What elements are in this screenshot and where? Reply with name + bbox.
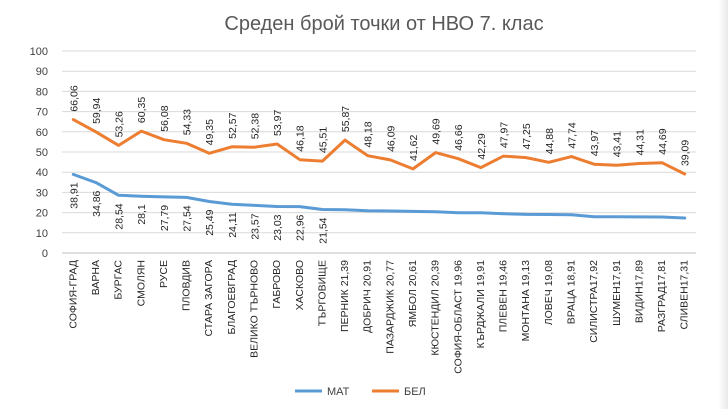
data-label-bel: 54,33 [182,109,194,135]
data-label-bel: 46,09 [385,125,397,151]
data-label-bel: 43,41 [612,131,624,157]
data-label-mat: 27,79 [159,205,171,231]
x-tick-label: СТАРА ЗАГОРА [203,260,215,336]
x-tick-label: СЛИВЕН17,31 [679,260,691,330]
x-tick-label: ПЛЕВЕН 19,46 [498,260,510,332]
x-tick-label: ВИДИН17,89 [633,260,645,323]
y-tick-label: 80 [36,86,48,98]
y-tick-label: 40 [36,167,48,179]
x-tick-label: БУРГАС [113,260,125,300]
data-label-bel: 46,18 [295,125,307,151]
data-label-bel: 44,69 [657,128,669,154]
data-label-mat: 24,11 [227,212,239,238]
data-label-bel: 46,66 [453,124,465,150]
chart-title: Среден брой точки от НВО 7. клас [224,13,543,35]
data-label-bel: 49,69 [431,118,443,144]
data-label-mat: 34,86 [91,190,103,216]
data-label-mat: 21,54 [317,217,329,243]
data-label-bel: 45,51 [317,127,329,153]
series-lines [71,118,687,220]
x-tick-label: ЛОВЕЧ 19,08 [543,260,555,325]
x-tick-label: ПЕРНИК 21,39 [339,260,351,332]
data-label-bel: 44,31 [634,129,646,155]
x-tick-label: КЮСТЕНДИЛ 20,39 [430,260,442,356]
x-tick-label: СОФИЯ-ГРАД [67,260,79,329]
legend-label-bel: БЕЛ [404,386,426,398]
data-label-bel: 53,26 [114,111,126,137]
data-label-mat: 23,03 [272,214,284,240]
data-labels: 38,91 34,86 28,54 28,1 27,79 27,54 25,49 24,11 2… [68,85,691,244]
x-tick-label: ПАЗАРДЖИК 20,77 [384,260,396,354]
data-label-mat: 23,57 [249,213,261,239]
x-axis: СОФИЯ-ГРАД ВАРНА БУРГАС СМОЛЯН РУСЕ ПЛОВДИВ СТ… [67,260,690,374]
data-label-mat: 27,54 [182,205,194,231]
y-tick-label: 20 [36,208,48,220]
data-label-bel: 53,97 [272,110,284,136]
x-tick-label: СИЛИСТРА17,92 [588,260,600,343]
x-tick-label: ПЛОВДИВ [181,260,193,311]
y-tick-label: 30 [36,187,48,199]
x-tick-label: ЯМБОЛ 20,61 [407,260,419,327]
x-tick-label: ТЪРГОВИЩЕ [316,260,328,326]
y-tick-label: 100 [30,46,48,58]
data-label-bel: 52,57 [227,112,239,138]
data-label-bel: 56,08 [159,105,171,131]
data-label-bel: 55,87 [340,106,352,132]
y-tick-label: 90 [36,66,48,78]
x-tick-label: ДОБРИЧ 20,91 [362,260,374,333]
x-tick-label: МОНТАНА 19,13 [520,260,532,342]
data-label-bel: 59,94 [91,97,103,123]
x-tick-label: ШУМЕН17,91 [611,260,623,326]
y-tick-label: 60 [36,127,48,139]
data-label-bel: 47,25 [521,123,533,149]
x-tick-label: ХАСКОВО [294,260,306,310]
legend-label-mat: МАТ [327,386,350,398]
data-label-bel: 44,88 [544,128,556,154]
x-tick-label: БЛАГОЕВГРАД [226,260,238,335]
data-label-bel: 41,62 [408,134,420,160]
y-tick-label: 70 [36,107,48,119]
data-label-bel: 49,35 [204,119,216,145]
data-label-bel: 39,09 [680,140,692,166]
x-tick-label: СМОЛЯН [135,260,147,306]
series-line-bel [71,118,687,176]
data-label-bel: 42,29 [476,133,488,159]
x-tick-label: РУСЕ [158,260,170,288]
window-edge [718,0,728,409]
x-tick-label: РАЗГРАД17,81 [656,260,668,332]
data-label-mat: 38,91 [68,182,80,208]
data-label-bel: 43,97 [589,130,601,156]
x-tick-label: ВАРНА [90,260,102,295]
legend: МАТ БЕЛ [295,386,426,398]
y-axis: 0 10 20 30 40 50 60 70 80 90 100 [30,46,48,260]
series-line-mat [71,172,687,220]
data-label-bel: 47,74 [566,122,578,148]
x-tick-label: ГАБРОВО [271,260,283,309]
x-tick-label: КЪРДЖАЛИ 19,91 [475,260,487,349]
y-tick-label: 50 [36,147,48,159]
x-tick-label: ВЕЛИКО ТЪРНОВО [248,260,260,358]
data-label-bel: 66,06 [68,85,80,111]
data-label-bel: 52,38 [249,113,261,139]
data-label-mat: 28,1 [136,204,148,225]
x-tick-label: ВРАЦА 18,91 [565,260,577,324]
y-tick-label: 0 [42,248,48,260]
gridlines [62,50,696,254]
x-tick-label: СОФИЯ-ОБЛАСТ 19,96 [452,260,464,374]
data-label-bel: 47,97 [499,122,511,148]
data-label-bel: 60,35 [136,97,148,123]
y-tick-label: 10 [36,228,48,240]
data-label-bel: 48,18 [363,121,375,147]
data-label-mat: 28,54 [114,203,126,229]
data-label-mat: 25,49 [204,209,216,235]
data-label-mat: 22,96 [295,214,307,240]
